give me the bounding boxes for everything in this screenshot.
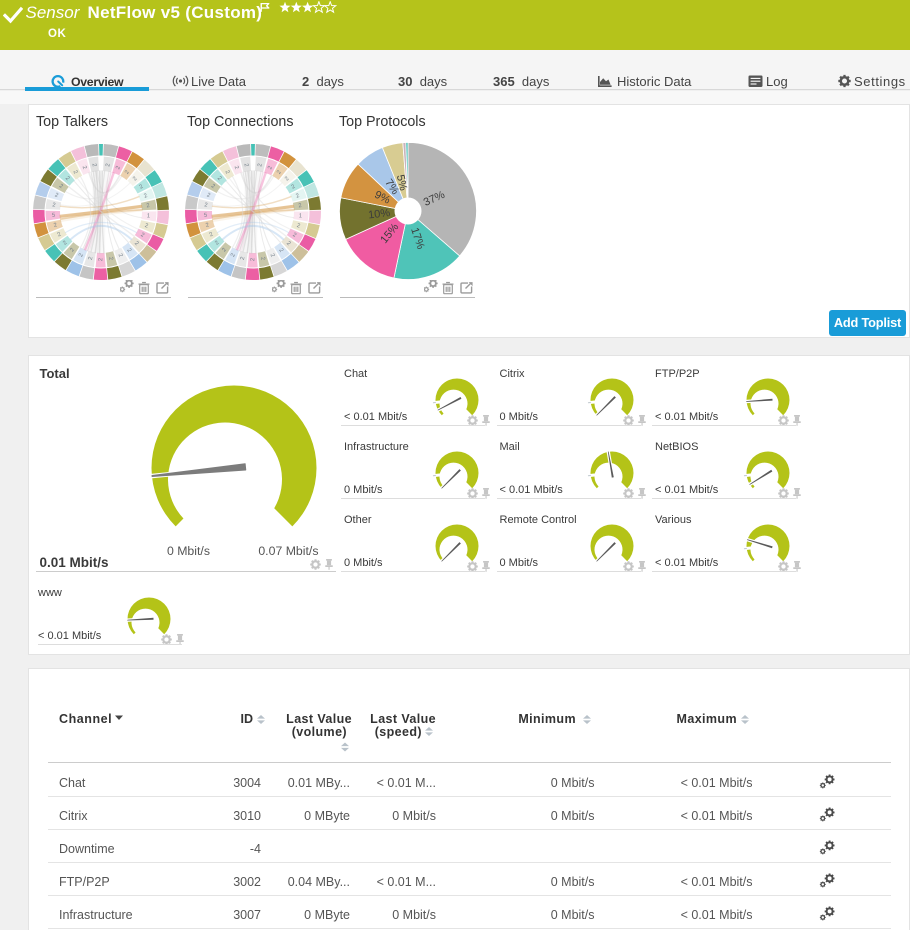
svg-text:2: 2: [205, 222, 210, 229]
svg-text:2: 2: [291, 232, 297, 239]
svg-text:2: 2: [250, 258, 256, 261]
svg-text:2: 2: [276, 170, 283, 176]
svg-text:2: 2: [98, 258, 104, 261]
svg-text:2: 2: [277, 247, 284, 253]
svg-text:2: 2: [298, 203, 302, 209]
svg-text:2: 2: [221, 247, 228, 253]
svg-text:2: 2: [88, 256, 95, 260]
svg-text:2: 2: [53, 222, 58, 229]
svg-text:2: 2: [54, 192, 59, 199]
svg-text:2: 2: [107, 256, 114, 260]
svg-text:2: 2: [285, 240, 291, 247]
svg-text:2: 2: [125, 247, 132, 253]
svg-text:2: 2: [204, 202, 208, 208]
svg-text:2: 2: [259, 256, 266, 260]
svg-text:2: 2: [269, 253, 276, 258]
svg-text:2: 2: [267, 165, 274, 170]
svg-text:2: 2: [233, 165, 240, 170]
svg-text:2: 2: [240, 256, 247, 260]
svg-text:2: 2: [91, 163, 97, 167]
svg-text:2: 2: [115, 165, 122, 170]
svg-text:2: 2: [117, 253, 124, 258]
svg-text:2: 2: [224, 169, 231, 175]
svg-text:5%: 5%: [394, 174, 409, 192]
svg-text:2: 2: [214, 240, 220, 247]
svg-text:1: 1: [298, 213, 302, 219]
svg-text:2: 2: [291, 184, 297, 191]
svg-text:2: 2: [78, 253, 85, 258]
svg-text:2: 2: [132, 176, 139, 183]
svg-text:2: 2: [58, 183, 64, 190]
svg-text:2: 2: [243, 163, 249, 167]
svg-text:5: 5: [52, 213, 56, 219]
svg-text:2: 2: [62, 240, 68, 247]
svg-text:2: 2: [144, 223, 149, 230]
svg-text:2: 2: [139, 232, 145, 239]
svg-text:2: 2: [105, 163, 111, 167]
svg-text:2: 2: [146, 203, 150, 209]
svg-text:2: 2: [216, 175, 223, 182]
svg-text:2: 2: [230, 253, 237, 258]
svg-text:2: 2: [124, 170, 131, 176]
svg-text:2: 2: [52, 202, 56, 208]
svg-text:1: 1: [146, 213, 150, 219]
svg-text:2: 2: [69, 247, 76, 253]
svg-text:2: 2: [64, 175, 71, 182]
svg-text:2: 2: [295, 193, 300, 200]
svg-text:2: 2: [284, 176, 291, 183]
svg-text:2: 2: [206, 192, 211, 199]
svg-text:2: 2: [209, 232, 215, 239]
svg-text:2: 2: [57, 232, 63, 239]
svg-text:2: 2: [210, 183, 216, 190]
svg-text:5: 5: [204, 213, 208, 219]
svg-text:2: 2: [133, 240, 139, 247]
svg-text:2: 2: [143, 193, 148, 200]
svg-text:2: 2: [81, 165, 88, 170]
svg-text:2: 2: [257, 163, 263, 167]
svg-text:10%: 10%: [368, 207, 391, 221]
svg-text:2: 2: [72, 169, 79, 175]
svg-text:2: 2: [139, 184, 145, 191]
svg-text:2: 2: [296, 223, 301, 230]
